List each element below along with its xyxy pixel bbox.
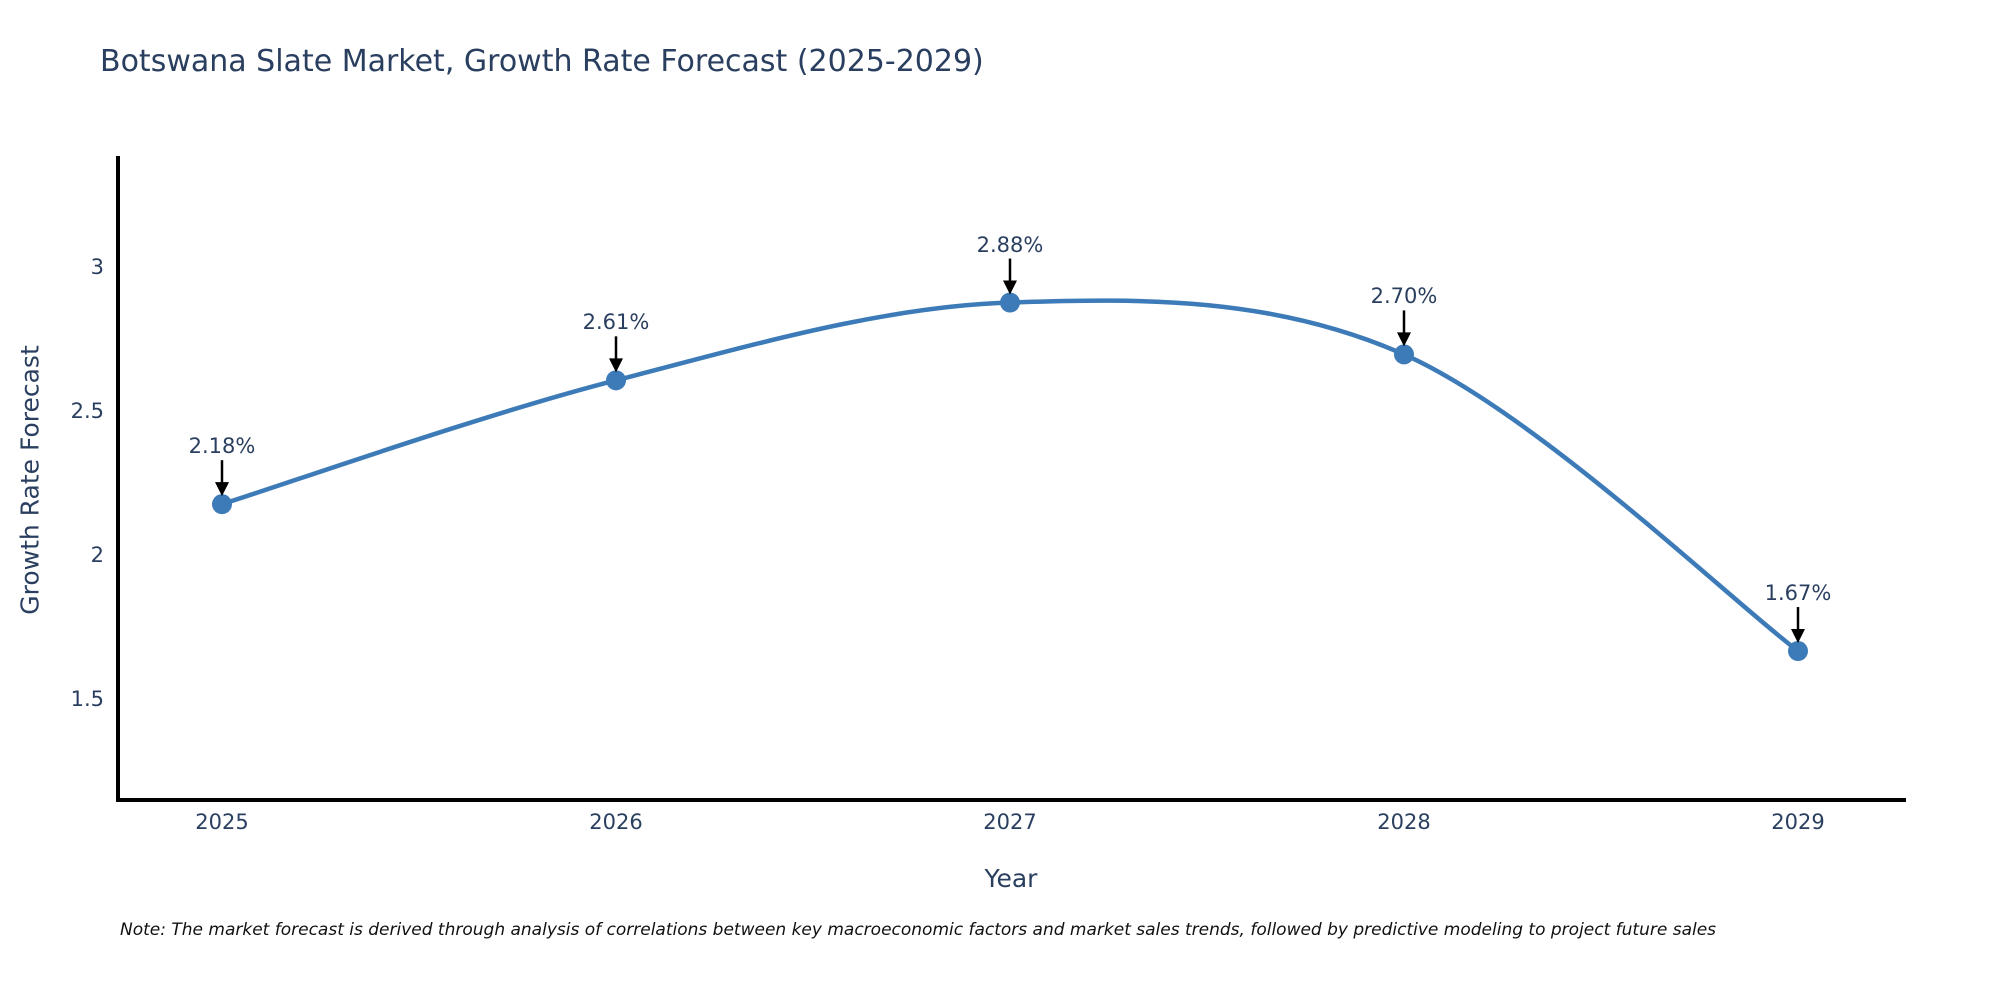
- data-point-marker: [606, 370, 626, 391]
- y-tick-label: 1.5: [70, 687, 104, 711]
- point-annotation: 2.61%: [582, 310, 650, 335]
- data-point-marker: [1788, 641, 1808, 662]
- y-tick-label: 2.5: [70, 399, 104, 423]
- annotation-arrow-head: [215, 482, 229, 497]
- y-tick-label: 3: [90, 255, 104, 279]
- point-annotation: 2.70%: [1370, 284, 1438, 309]
- x-tick-label: 2025: [195, 810, 249, 834]
- point-annotation: 2.88%: [976, 232, 1044, 257]
- annotation-arrow-head: [1791, 629, 1805, 644]
- y-tick-label: 2: [90, 543, 104, 567]
- chart-title: Botswana Slate Market, Growth Rate Forec…: [100, 44, 984, 79]
- x-axis-title: Year: [984, 864, 1038, 893]
- x-tick-label: 2028: [1377, 810, 1431, 834]
- point-annotation: 2.18%: [188, 434, 256, 459]
- trend-line: [221, 298, 1800, 653]
- point-annotation: 1.67%: [1764, 581, 1832, 606]
- annotation-arrow-head: [1397, 332, 1411, 347]
- data-point-marker: [212, 494, 232, 515]
- data-point-marker: [1000, 292, 1020, 313]
- annotation-arrow-head: [609, 358, 623, 373]
- x-tick-label: 2026: [589, 810, 643, 834]
- x-tick-label: 2027: [983, 810, 1037, 834]
- annotation-arrow-head: [1003, 280, 1017, 295]
- x-tick-label: 2029: [1771, 810, 1825, 834]
- data-point-marker: [1394, 344, 1414, 365]
- axis-lines: [116, 156, 1906, 802]
- footnote: Note: The market forecast is derived thr…: [120, 920, 1717, 940]
